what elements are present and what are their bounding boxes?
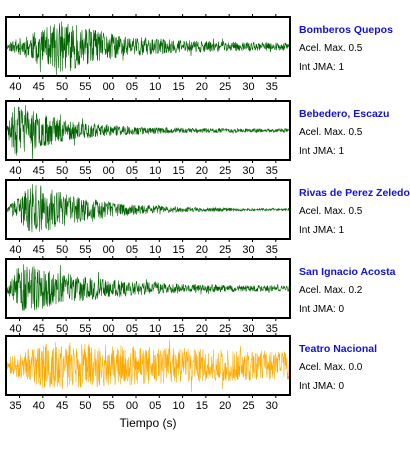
tick-label: 15 — [196, 400, 208, 412]
station-name: Bebedero, Escazu — [299, 108, 389, 120]
tick-label: 25 — [219, 165, 231, 177]
tick-label: 40 — [9, 81, 21, 93]
tick-label: 15 — [172, 81, 184, 93]
int-jma-text: Int JMA: 1 — [299, 225, 344, 236]
tick-label: 25 — [242, 400, 254, 412]
tick-label: 30 — [266, 400, 278, 412]
tick-label: 45 — [33, 81, 45, 93]
acel-max-text: Acel. Max. 0.0 — [299, 362, 363, 373]
waveform-line — [5, 21, 291, 76]
tick-label: 45 — [56, 400, 68, 412]
station-name: San Ignacio Acosta — [299, 266, 396, 278]
panel-frame — [5, 100, 291, 161]
tick-label: 10 — [149, 165, 161, 177]
tick-label: 50 — [56, 81, 68, 93]
panel-frame — [5, 16, 291, 77]
panel-frame — [5, 179, 291, 240]
tick-label: 50 — [56, 323, 68, 335]
tick-label: 35 — [266, 81, 278, 93]
tick-label: 50 — [79, 400, 91, 412]
waveform-line — [5, 184, 291, 233]
tick-label: 20 — [196, 323, 208, 335]
tick-label: 20 — [196, 81, 208, 93]
tick-label: 45 — [33, 165, 45, 177]
tick-label: 30 — [242, 81, 254, 93]
tick-label: 45 — [33, 323, 45, 335]
x-axis-label: Tiempo (s) — [120, 416, 177, 430]
int-jma-text: Int JMA: 0 — [299, 381, 344, 392]
station-name: Bomberos Quepos — [299, 24, 393, 36]
station-name: Rivas de Perez Zeledon — [299, 187, 410, 199]
waveform-line — [5, 264, 291, 311]
tick-label: 40 — [9, 244, 21, 256]
tick-label: 05 — [126, 323, 138, 335]
acel-max-text: Acel. Max. 0.5 — [299, 43, 363, 54]
tick-label: 00 — [103, 323, 115, 335]
tick-label: 00 — [103, 244, 115, 256]
station-name: Teatro Nacional — [299, 343, 377, 355]
tick-label: 30 — [242, 165, 254, 177]
tick-label: 20 — [196, 165, 208, 177]
tick-label: 35 — [266, 323, 278, 335]
int-jma-text: Int JMA: 1 — [299, 62, 344, 73]
tick-label: 05 — [149, 400, 161, 412]
acel-max-text: Acel. Max. 0.5 — [299, 127, 363, 138]
tick-label: 10 — [172, 400, 184, 412]
tick-label: 30 — [242, 244, 254, 256]
panel-frame — [5, 335, 291, 396]
tick-label: 10 — [149, 81, 161, 93]
tick-label: 15 — [172, 323, 184, 335]
tick-label: 00 — [103, 81, 115, 93]
tick-label: 40 — [9, 165, 21, 177]
tick-label: 55 — [79, 165, 91, 177]
panel-4: 40 45 50 55 00 05 10 15 20 25 30 35 San Ignacio Acos… — [5, 256, 396, 335]
tick-label: 50 — [56, 244, 68, 256]
tick-label: 15 — [172, 244, 184, 256]
int-jma-text: Int JMA: 1 — [299, 146, 344, 157]
acel-max-text: Acel. Max. 0.2 — [299, 285, 363, 296]
tick-label: 55 — [79, 323, 91, 335]
tick-label: 55 — [79, 244, 91, 256]
tick-label: 05 — [126, 81, 138, 93]
int-jma-text: Int JMA: 0 — [299, 304, 344, 315]
tick-label: 15 — [172, 165, 184, 177]
tick-label: 35 — [266, 244, 278, 256]
tick-label: 45 — [33, 244, 45, 256]
tick-label: 10 — [149, 323, 161, 335]
tick-label: 40 — [9, 323, 21, 335]
acel-max-text: Acel. Max. 0.5 — [299, 206, 363, 217]
waveform-line — [5, 340, 291, 393]
tick-label: 35 — [9, 400, 21, 412]
tick-label: 35 — [266, 165, 278, 177]
panel-1: 40 45 50 55 00 05 10 15 20 25 30 35 Bomberos Quepos A… — [5, 14, 393, 93]
tick-label: 20 — [219, 400, 231, 412]
tick-label: 55 — [103, 400, 115, 412]
tick-label: 25 — [219, 81, 231, 93]
panel-5: 35 40 45 50 55 00 05 10 15 20 25 30 Teatro Nacional A… — [5, 333, 377, 412]
tick-label: 25 — [219, 323, 231, 335]
tick-label: 55 — [79, 81, 91, 93]
tick-label: 00 — [126, 400, 138, 412]
tick-label: 00 — [103, 165, 115, 177]
tick-label: 20 — [196, 244, 208, 256]
panel-frame — [5, 258, 291, 319]
tick-label: 05 — [126, 244, 138, 256]
tick-label: 25 — [219, 244, 231, 256]
tick-label: 50 — [56, 165, 68, 177]
tick-label: 05 — [126, 165, 138, 177]
panel-3: 40 45 50 55 00 05 10 15 20 25 30 35 Rivas de Perez Z… — [5, 177, 410, 256]
tick-label: 40 — [33, 400, 45, 412]
tick-label: 10 — [149, 244, 161, 256]
tick-label: 30 — [242, 323, 254, 335]
panel-2: 40 45 50 55 00 05 10 15 20 25 30 35 Bebedero, Escazu… — [5, 98, 389, 177]
waveform-line — [5, 105, 291, 160]
